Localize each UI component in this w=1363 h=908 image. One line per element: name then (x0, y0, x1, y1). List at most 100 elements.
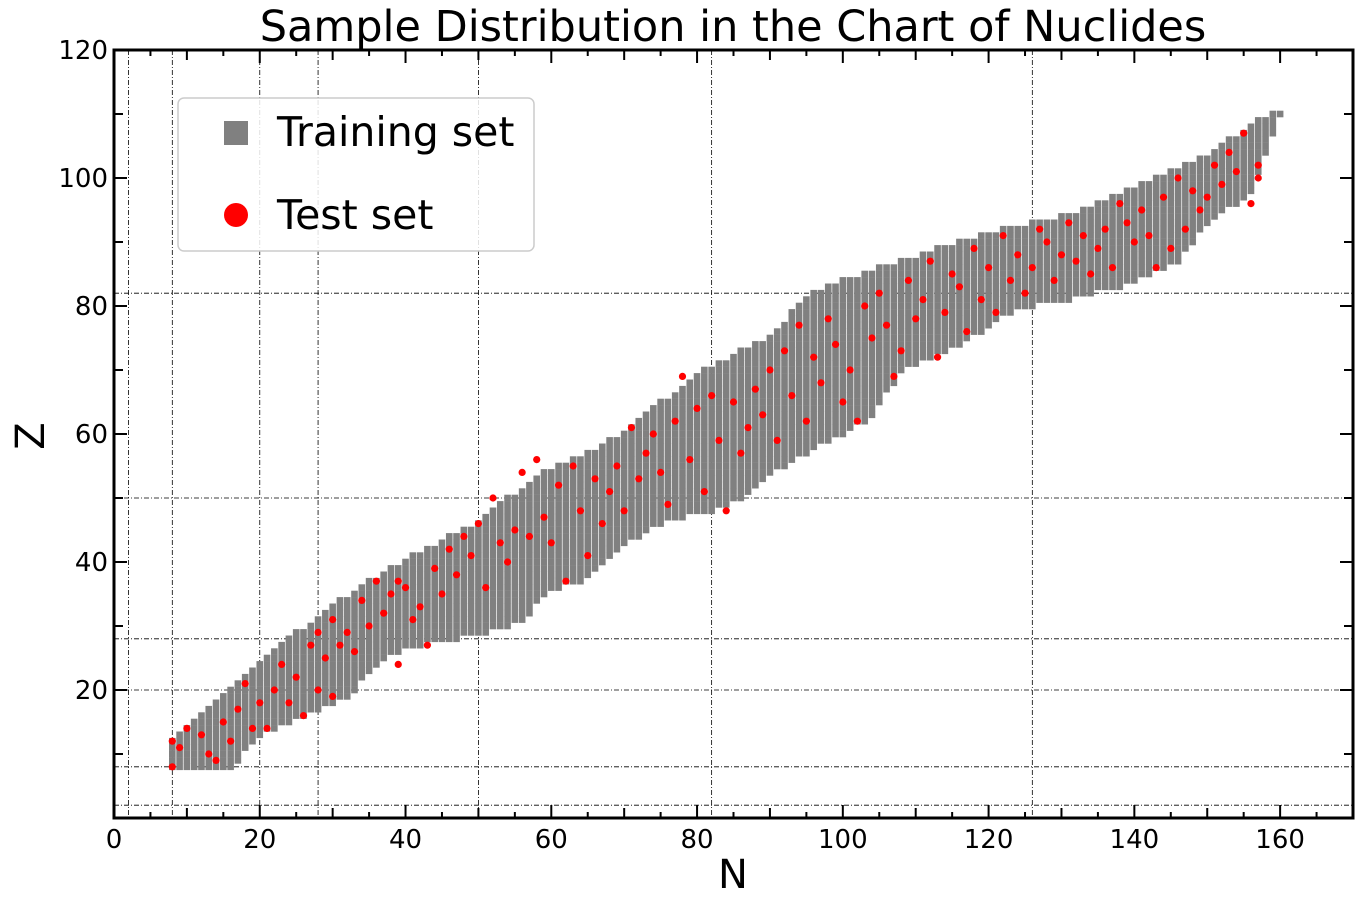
training-point (854, 315, 861, 323)
training-point (606, 552, 613, 559)
training-point (526, 552, 533, 559)
test-point (708, 392, 716, 400)
training-point (402, 616, 409, 623)
x-tick-label: 0 (106, 825, 123, 855)
training-point (708, 469, 715, 476)
test-point (861, 302, 869, 310)
training-point (1043, 296, 1051, 303)
training-point (839, 296, 847, 303)
training-point (504, 545, 511, 553)
training-point (1182, 181, 1189, 188)
training-point (314, 622, 322, 630)
training-point (766, 379, 774, 387)
training-point (788, 321, 796, 329)
training-point (773, 385, 781, 393)
test-point (606, 488, 614, 496)
training-point (424, 545, 431, 553)
test-point (773, 436, 781, 444)
training-point (657, 430, 664, 438)
training-point (1167, 225, 1175, 233)
training-point (431, 577, 438, 585)
training-point (788, 315, 796, 323)
training-point (912, 341, 920, 348)
training-point (832, 296, 839, 303)
training-point (934, 296, 941, 303)
training-point (664, 430, 672, 438)
training-point (788, 405, 796, 412)
test-point (890, 372, 898, 380)
training-point (547, 488, 555, 495)
training-point (438, 584, 446, 591)
training-point (846, 283, 854, 291)
training-point (1138, 219, 1145, 227)
training-point (978, 232, 985, 239)
training-point (766, 430, 774, 438)
training-point (846, 417, 854, 425)
training-point (620, 481, 628, 489)
training-point (394, 590, 402, 598)
training-point (1145, 200, 1153, 207)
training-point (999, 289, 1007, 297)
training-point (978, 302, 985, 310)
training-point (912, 347, 920, 355)
test-point (248, 724, 257, 733)
training-point (781, 366, 788, 374)
training-point (788, 430, 796, 438)
training-point (956, 328, 963, 335)
training-point (336, 629, 344, 636)
training-point (496, 597, 504, 604)
training-point (795, 411, 803, 419)
training-point (1240, 168, 1247, 175)
training-point (803, 405, 810, 412)
training-point (285, 635, 293, 643)
training-point (562, 545, 570, 553)
training-point (759, 449, 766, 457)
training-point (343, 597, 351, 604)
training-point (1029, 225, 1036, 233)
training-point (358, 635, 366, 643)
training-point (380, 648, 387, 655)
training-point (650, 520, 657, 527)
training-point (1196, 187, 1204, 195)
training-point (569, 533, 577, 540)
training-point (701, 494, 708, 502)
training-point (533, 494, 541, 502)
training-point (708, 462, 715, 470)
training-point (475, 577, 482, 585)
training-point (504, 539, 511, 547)
training-point (249, 731, 256, 739)
training-point (1043, 219, 1051, 227)
training-point (970, 283, 978, 291)
training-point (1203, 213, 1211, 220)
training-point (992, 296, 1000, 303)
training-point (1218, 168, 1226, 175)
training-point (803, 411, 810, 419)
training-point (686, 469, 694, 476)
training-point (824, 321, 832, 329)
training-point (868, 366, 876, 374)
training-point (1138, 200, 1145, 207)
training-point (453, 603, 460, 611)
training-point (824, 341, 832, 348)
training-point (343, 661, 351, 668)
training-point (249, 699, 256, 707)
training-point (861, 366, 868, 374)
test-point (1181, 225, 1189, 233)
training-point (868, 289, 876, 297)
training-point (1254, 149, 1262, 156)
test-point (657, 468, 665, 476)
training-point (875, 373, 883, 380)
training-point (664, 513, 672, 521)
training-point (963, 283, 971, 291)
training-point (897, 334, 905, 342)
training-point (948, 289, 956, 297)
training-point (475, 526, 482, 534)
training-point (569, 481, 577, 489)
training-point (1167, 213, 1175, 220)
training-point (970, 296, 978, 303)
training-point (300, 641, 307, 649)
training-point (1109, 251, 1116, 259)
test-point (474, 520, 483, 528)
training-point (176, 763, 183, 771)
training-point (905, 334, 912, 342)
